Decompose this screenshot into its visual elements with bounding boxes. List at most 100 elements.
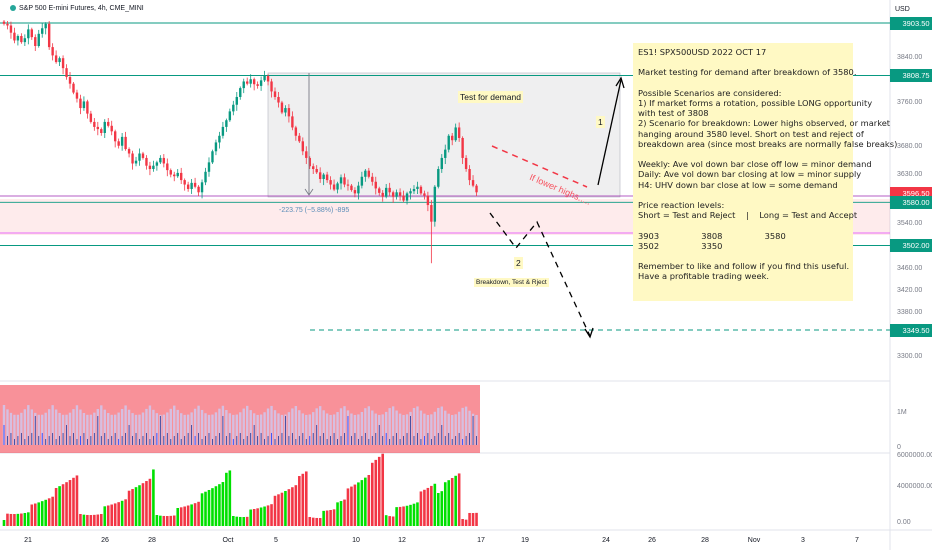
price-tick-label: 3300.00	[897, 353, 923, 361]
candle-body	[155, 162, 159, 166]
arrow-down[interactable]	[489, 212, 591, 337]
volume-bar	[423, 489, 426, 526]
candle-body	[145, 157, 148, 166]
indicator-band	[173, 405, 176, 445]
volume-tick-label: 4000000.00	[897, 483, 932, 490]
note-line: Market testing for demand after breakdow…	[638, 67, 857, 78]
indicator-band	[61, 414, 65, 445]
volume-bar	[183, 506, 186, 526]
candle-body	[416, 186, 419, 189]
volume-bar	[165, 516, 169, 526]
price-label-badge[interactable]: 3502.00	[890, 238, 932, 252]
price-label-badge[interactable]: 3580.00	[890, 195, 932, 209]
analysis-note[interactable]: ES1! SPX500USD 2022 OCT 17 Market testing…	[633, 43, 897, 301]
indicator-band	[263, 412, 266, 445]
candle-body	[117, 141, 120, 146]
candle-body	[225, 120, 228, 127]
candle-body	[214, 142, 218, 152]
indicator-band	[339, 408, 343, 445]
volume-bar	[450, 478, 454, 526]
scenario-1-label[interactable]: 1	[596, 116, 605, 128]
volume-bar	[291, 487, 294, 526]
volume-bar	[218, 484, 221, 526]
indicator-band	[79, 409, 82, 445]
volume-bar	[103, 506, 107, 526]
indicator-band	[134, 414, 138, 445]
candle-body	[120, 136, 124, 146]
candle-body	[284, 108, 287, 113]
arrow-up[interactable]	[597, 79, 622, 186]
candle-body	[249, 79, 252, 84]
note-line: Weekly: Ave vol down bar close off low =…	[638, 159, 872, 170]
volume-bar	[27, 512, 30, 526]
indicator-band	[287, 412, 291, 445]
indicator-band	[430, 414, 433, 445]
volume-bar	[370, 462, 374, 526]
indicator-band	[433, 411, 437, 445]
indicator-tick-label: 0	[897, 444, 901, 451]
candle-body	[58, 58, 61, 63]
volume-bar	[225, 472, 228, 526]
candle-body	[294, 127, 298, 136]
candle-body	[440, 157, 443, 170]
breakdown-label[interactable]: Breakdown, Test & Rject	[474, 278, 549, 287]
price-label-badge[interactable]: 3903.50	[890, 16, 932, 30]
note-line	[638, 220, 848, 230]
candle-body	[13, 32, 16, 41]
indicator-band	[249, 410, 252, 445]
test-for-demand-label[interactable]: Test for demand	[458, 91, 523, 103]
candle-body	[211, 151, 214, 163]
note-line	[638, 190, 848, 200]
price-tick-label: 3760.00	[897, 98, 923, 106]
scenario-2-label[interactable]: 2	[514, 257, 523, 269]
candle-body	[186, 184, 190, 189]
volume-bar	[468, 512, 471, 526]
volume-bar	[475, 512, 478, 526]
indicator-band	[381, 414, 384, 445]
volume-bar	[398, 506, 402, 526]
volume-bar	[245, 516, 249, 526]
candle-body	[131, 153, 134, 164]
price-label-badge[interactable]: 3808.75	[890, 69, 932, 82]
indicator-band	[343, 406, 346, 445]
candle-body	[61, 58, 65, 69]
indicator-band	[86, 414, 89, 445]
volume-bar	[155, 515, 159, 526]
candle-body	[457, 127, 461, 138]
volume-bar	[207, 489, 211, 526]
volume-bar	[339, 501, 343, 526]
price-label-badge[interactable]: 3349.50	[890, 323, 932, 337]
volume-bar	[235, 516, 239, 526]
candle-body	[378, 188, 381, 193]
candle-body	[475, 185, 478, 193]
volume-bar	[82, 514, 86, 526]
volume-bar	[228, 470, 232, 526]
candle-body	[409, 191, 412, 194]
indicator-band	[298, 410, 301, 445]
candle-body	[419, 186, 423, 194]
indicator-band	[166, 412, 169, 445]
candle-body	[384, 187, 388, 197]
indicator-band	[27, 405, 30, 445]
candle-body	[318, 172, 322, 179]
candle-body	[287, 108, 291, 117]
indicator-band	[426, 414, 430, 445]
indicator-band	[75, 405, 79, 445]
candle-body	[190, 182, 193, 189]
indicator-band	[107, 413, 110, 445]
volume-bar	[405, 505, 409, 526]
symbol-header[interactable]: S&P 500 E-mini Futures, 4h, CME_MINI	[10, 5, 144, 12]
candle-body	[451, 135, 454, 141]
volume-bar	[16, 513, 20, 526]
volume-bar	[211, 488, 214, 526]
volume-bar	[169, 515, 173, 526]
volume-bar	[443, 482, 447, 526]
candle-body	[54, 55, 58, 63]
indicator-band	[239, 412, 242, 445]
indicator-band	[322, 410, 325, 445]
indicator-band	[152, 409, 155, 445]
volume-bar	[141, 483, 145, 526]
indicator-band	[367, 406, 371, 445]
candle-body	[79, 98, 82, 109]
volume-bar	[162, 515, 166, 526]
